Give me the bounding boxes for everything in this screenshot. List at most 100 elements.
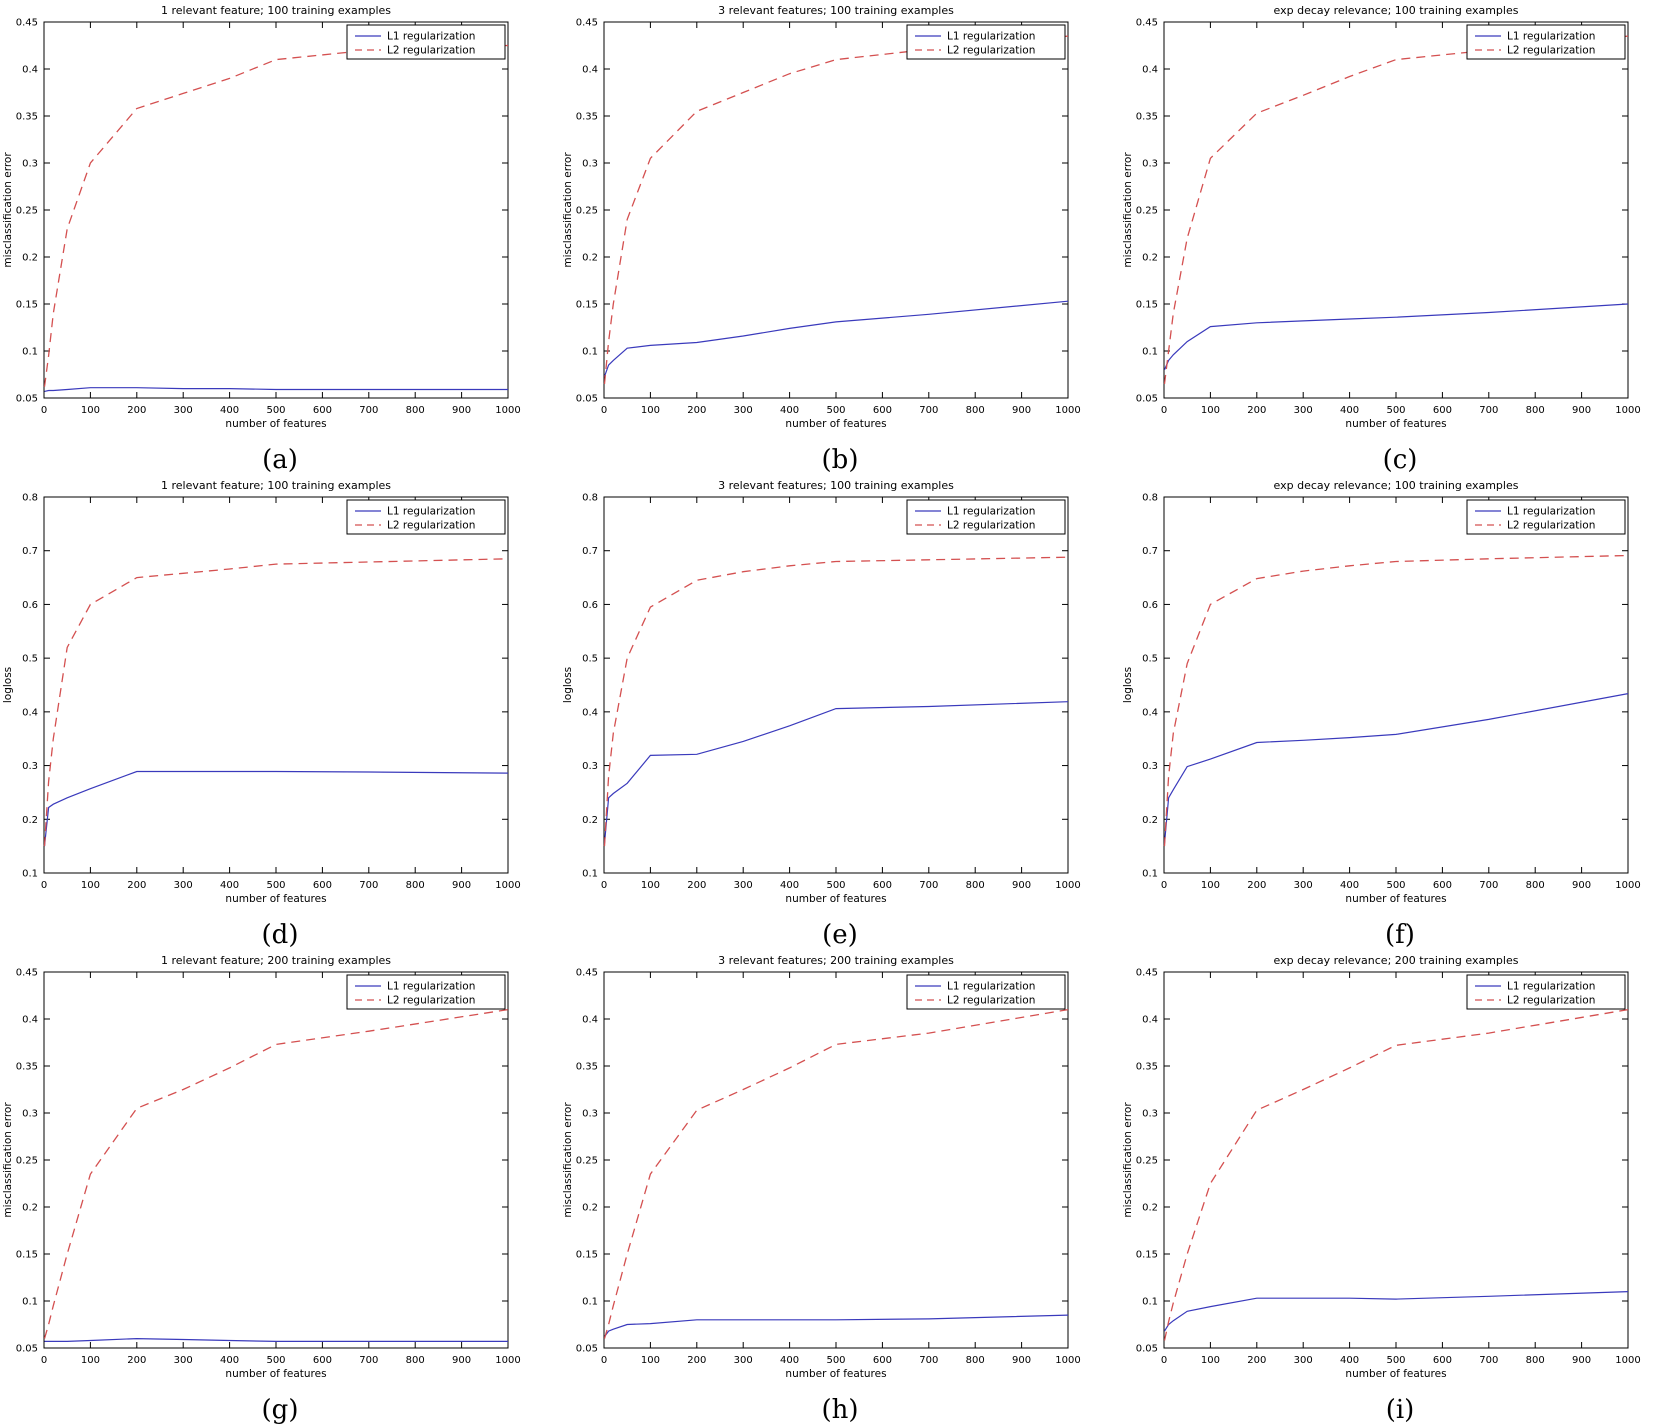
y-tick-label: 0.35 [16,1062,38,1073]
y-tick-label: 0.4 [1142,707,1158,718]
x-tick-label: 800 [406,405,425,416]
series-line-l2 [603,1008,1069,1339]
series-line-l1 [603,300,1069,377]
x-tick-label: 200 [127,880,146,891]
x-tick-label: 500 [1386,880,1405,891]
plot-area-border [43,21,509,399]
y-tick-label: 0.3 [22,159,38,170]
y-tick-label: 0.4 [22,707,38,718]
y-tick-label: 0.6 [22,600,38,611]
plot-area-border [603,971,1069,1349]
chart-title: exp decay relevance; 100 training exampl… [1274,479,1519,492]
x-tick-label: 1000 [495,880,520,891]
plot-area-border [603,21,1069,399]
series-line-l1 [1163,1291,1629,1332]
y-tick-label: 0.15 [1136,1250,1158,1261]
x-tick-label: 1000 [1615,880,1640,891]
x-tick-label: 300 [1294,405,1313,416]
chart-title: 3 relevant features; 100 training exampl… [718,479,954,492]
subplot-e: 3 relevant features; 100 training exampl… [560,475,1120,950]
legend-label: L2 regularization [1507,45,1595,57]
x-tick-label: 100 [81,880,100,891]
x-tick-label: 600 [313,880,332,891]
x-tick-label: 900 [1012,405,1031,416]
chart-title: exp decay relevance; 100 training exampl… [1274,4,1519,17]
y-axis-label: misclassification error [1122,152,1134,268]
legend-label: L1 regularization [947,981,1035,993]
y-tick-label: 0.4 [22,65,38,76]
plot-area-border [1163,971,1629,1349]
x-tick-label: 800 [1526,1355,1545,1366]
x-tick-label: 400 [1340,405,1359,416]
x-tick-label: 0 [41,405,47,416]
chart-canvas: 3 relevant features; 200 training exampl… [562,954,1081,1380]
series-line-l1 [44,387,508,392]
y-tick-label: 0.2 [22,253,38,264]
x-tick-label: 600 [873,880,892,891]
x-axis-label: number of features [785,893,886,905]
series-line-l2 [43,558,509,847]
series-line-l2 [603,556,1069,847]
x-tick-label: 300 [734,1355,753,1366]
x-tick-label: 200 [127,1355,146,1366]
legend-box [906,974,1066,1010]
x-tick-label: 600 [873,1355,892,1366]
y-tick-label: 0.1 [1142,869,1158,880]
y-tick-label: 0.05 [16,1344,38,1355]
subplot-caption: (a) [262,445,298,475]
y-tick-label: 0.3 [1142,159,1158,170]
subplot-a: 1 relevant feature; 100 training example… [0,0,560,475]
series-line-l1 [1163,693,1629,844]
y-tick-label: 0.1 [22,1297,38,1308]
x-tick-label: 600 [1433,1355,1452,1366]
y-axis-label: misclassification error [2,152,14,268]
y-axis-label: misclassification error [562,152,574,268]
y-axis-label: logloss [2,667,14,703]
x-tick-label: 300 [174,405,193,416]
legend-label: L1 regularization [1507,506,1595,518]
plot-area-border [43,971,509,1349]
subplot-d: 1 relevant feature; 100 training example… [0,475,560,950]
x-tick-label: 300 [1294,1355,1313,1366]
chart-canvas: exp decay relevance; 100 training exampl… [1122,479,1641,905]
x-axis-label: number of features [1345,418,1446,430]
x-tick-label: 700 [1479,1355,1498,1366]
x-tick-label: 400 [220,880,239,891]
x-tick-label: 600 [1433,880,1452,891]
y-tick-label: 0.7 [582,546,598,557]
x-tick-label: 200 [687,405,706,416]
series-line-l2 [43,1008,509,1339]
legend-label: L1 regularization [1507,31,1595,43]
y-tick-label: 0.8 [1142,493,1158,504]
x-tick-label: 800 [966,1355,985,1366]
y-tick-label: 0.2 [582,815,598,826]
series-line-l1 [604,1314,1069,1338]
y-tick-label: 0.25 [576,1156,598,1167]
y-tick-label: 0.45 [16,18,38,29]
x-tick-label: 400 [780,405,799,416]
y-tick-label: 0.45 [576,968,598,979]
y-tick-label: 0.3 [582,1109,598,1120]
y-tick-label: 0.45 [576,18,598,29]
y-tick-label: 0.35 [1136,1062,1158,1073]
plot-area-border [43,496,509,874]
y-tick-label: 0.1 [582,347,598,358]
x-tick-label: 700 [359,880,378,891]
subplot-caption: (e) [822,920,858,950]
y-tick-label: 0.4 [582,707,598,718]
x-axis-label: number of features [1345,1368,1446,1380]
x-tick-label: 800 [966,880,985,891]
y-tick-label: 0.4 [582,65,598,76]
legend-label: L1 regularization [947,506,1035,518]
x-tick-label: 200 [687,880,706,891]
x-tick-label: 400 [780,880,799,891]
x-tick-label: 300 [1294,880,1313,891]
subplot-caption: (c) [1382,445,1418,475]
series-line-l2 [1163,1008,1629,1341]
y-tick-label: 0.1 [582,869,598,880]
y-tick-label: 0.3 [1142,761,1158,772]
x-tick-label: 700 [1479,880,1498,891]
y-tick-label: 0.25 [16,1156,38,1167]
series-line-l2 [1163,554,1629,847]
